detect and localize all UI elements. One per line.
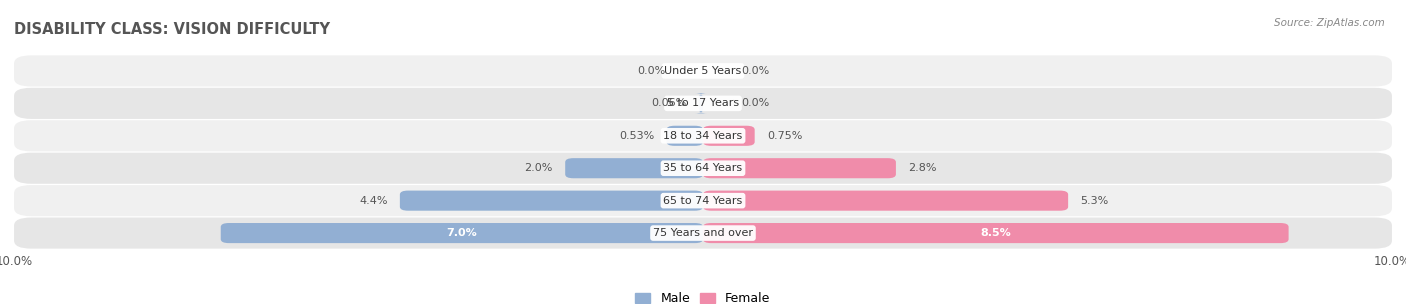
Text: 0.06%: 0.06% — [651, 98, 686, 108]
FancyBboxPatch shape — [14, 217, 1392, 249]
FancyBboxPatch shape — [565, 158, 703, 178]
Text: 35 to 64 Years: 35 to 64 Years — [664, 163, 742, 173]
FancyBboxPatch shape — [221, 223, 703, 243]
Text: 2.0%: 2.0% — [524, 163, 553, 173]
FancyBboxPatch shape — [14, 88, 1392, 119]
FancyBboxPatch shape — [14, 55, 1392, 87]
Legend: Male, Female: Male, Female — [636, 292, 770, 304]
FancyBboxPatch shape — [14, 153, 1392, 184]
Text: 65 to 74 Years: 65 to 74 Years — [664, 196, 742, 206]
FancyBboxPatch shape — [703, 158, 896, 178]
Text: 18 to 34 Years: 18 to 34 Years — [664, 131, 742, 141]
FancyBboxPatch shape — [703, 126, 755, 146]
FancyBboxPatch shape — [14, 120, 1392, 151]
Text: DISABILITY CLASS: VISION DIFFICULTY: DISABILITY CLASS: VISION DIFFICULTY — [14, 22, 330, 37]
Text: 0.75%: 0.75% — [768, 131, 803, 141]
Text: 0.0%: 0.0% — [741, 98, 769, 108]
FancyBboxPatch shape — [14, 185, 1392, 216]
FancyBboxPatch shape — [703, 191, 1069, 211]
FancyBboxPatch shape — [399, 191, 703, 211]
Text: 0.53%: 0.53% — [619, 131, 654, 141]
FancyBboxPatch shape — [666, 126, 703, 146]
Text: 2.8%: 2.8% — [908, 163, 936, 173]
Text: 5.3%: 5.3% — [1081, 196, 1109, 206]
Text: 5 to 17 Years: 5 to 17 Years — [666, 98, 740, 108]
Text: Under 5 Years: Under 5 Years — [665, 66, 741, 76]
FancyBboxPatch shape — [695, 93, 707, 113]
Text: Source: ZipAtlas.com: Source: ZipAtlas.com — [1274, 18, 1385, 28]
Text: 7.0%: 7.0% — [447, 228, 477, 238]
Text: 0.0%: 0.0% — [637, 66, 665, 76]
Text: 8.5%: 8.5% — [980, 228, 1011, 238]
Text: 0.0%: 0.0% — [741, 66, 769, 76]
FancyBboxPatch shape — [703, 223, 1289, 243]
Text: 75 Years and over: 75 Years and over — [652, 228, 754, 238]
Text: 4.4%: 4.4% — [359, 196, 388, 206]
